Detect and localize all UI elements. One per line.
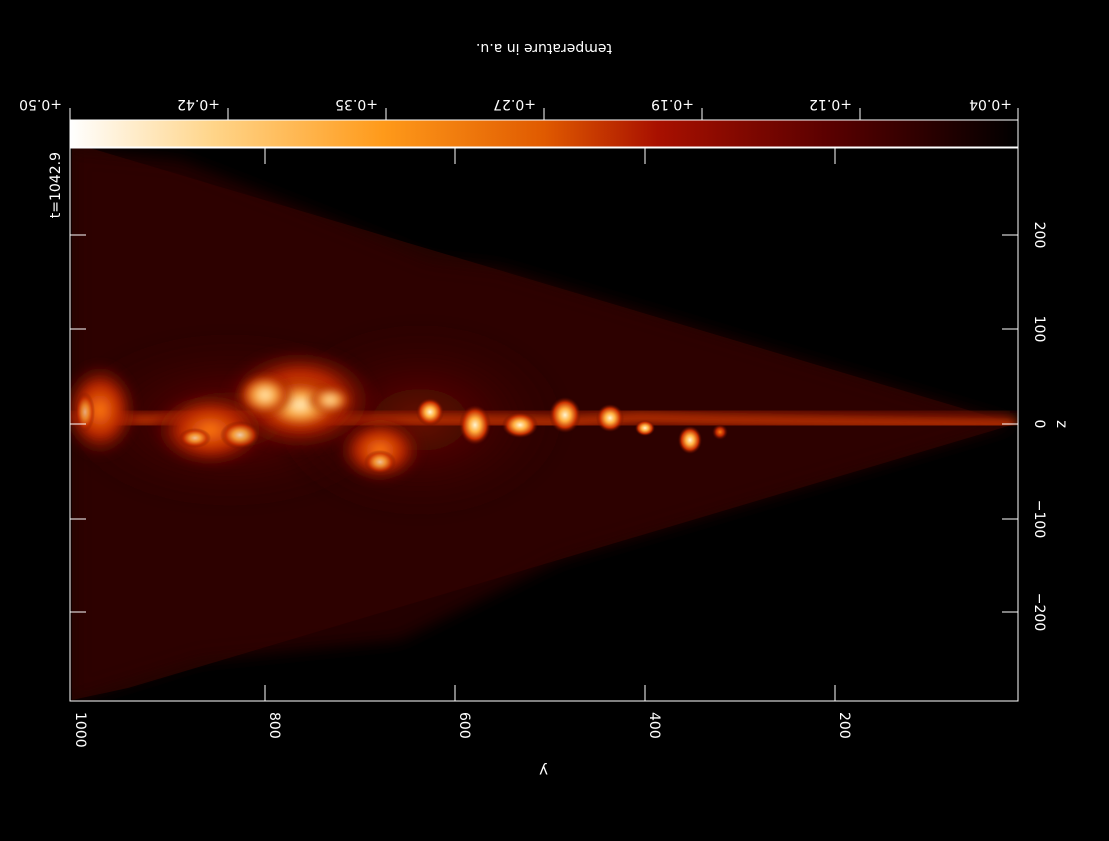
colorbar-tick-label: +0.27 [493,96,536,112]
z-tick-label: 200 [1031,222,1047,249]
y-tick-label: 800 [266,712,282,739]
z-tick-label: 100 [1031,316,1047,343]
y-axis-tick-labels: 1000 800 600 400 200 [72,712,852,748]
z-axis-ticks [70,234,1018,613]
colorbar [69,119,1019,148]
colorbar-tick-label: +0.04 [969,96,1012,112]
y-axis-ticks [69,148,836,701]
colorbar-tick-label: +0.50 [19,96,62,112]
colorbar-tick-label: +0.42 [177,96,220,112]
y-tick-label: 200 [836,712,852,739]
y-axis-label: y [539,762,548,780]
y-tick-label: 400 [646,712,662,739]
y-tick-label: 1000 [72,712,88,748]
colorbar-tick-marks [69,108,1019,120]
z-tick-label: −100 [1031,500,1047,538]
colorbar-tick-label: +0.12 [809,96,852,112]
y-tick-label: 600 [456,712,472,739]
z-tick-label: 0 [1031,420,1047,429]
colorbar-label: temperature in a.u. [476,40,612,56]
z-axis-label: z [1053,420,1071,428]
colorbar-tick-label: +0.35 [335,96,378,112]
time-label: t=1042.9 [48,152,64,218]
colorbar-tick-label: +0.19 [651,96,694,112]
temperature-field [70,148,1016,700]
z-axis-tick-labels: 200 100 0 −100 −200 [1031,222,1047,632]
colorbar-tick-labels: +0.50 +0.42 +0.35 +0.27 +0.19 +0.12 +0.0… [19,96,1012,112]
z-tick-label: −200 [1031,593,1047,631]
